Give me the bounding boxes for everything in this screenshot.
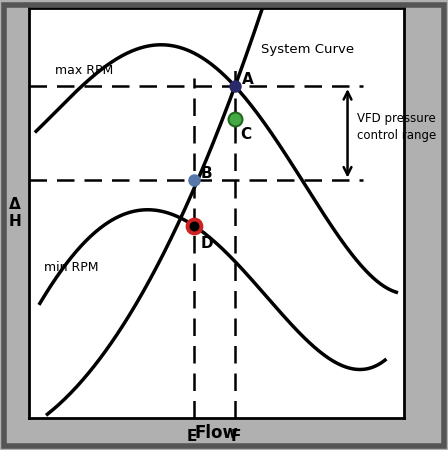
- X-axis label: Flow: Flow: [194, 423, 238, 441]
- Text: B: B: [200, 166, 212, 181]
- Text: F: F: [230, 429, 241, 444]
- Text: A: A: [242, 72, 254, 87]
- Text: min RPM: min RPM: [43, 261, 98, 274]
- Text: max RPM: max RPM: [55, 64, 113, 77]
- Text: D: D: [200, 236, 213, 251]
- Text: VFD pressure
control range: VFD pressure control range: [357, 112, 436, 142]
- Text: System Curve: System Curve: [261, 43, 354, 56]
- Y-axis label: Δ
H: Δ H: [9, 197, 21, 230]
- Text: C: C: [241, 127, 252, 143]
- Text: E: E: [187, 429, 197, 444]
